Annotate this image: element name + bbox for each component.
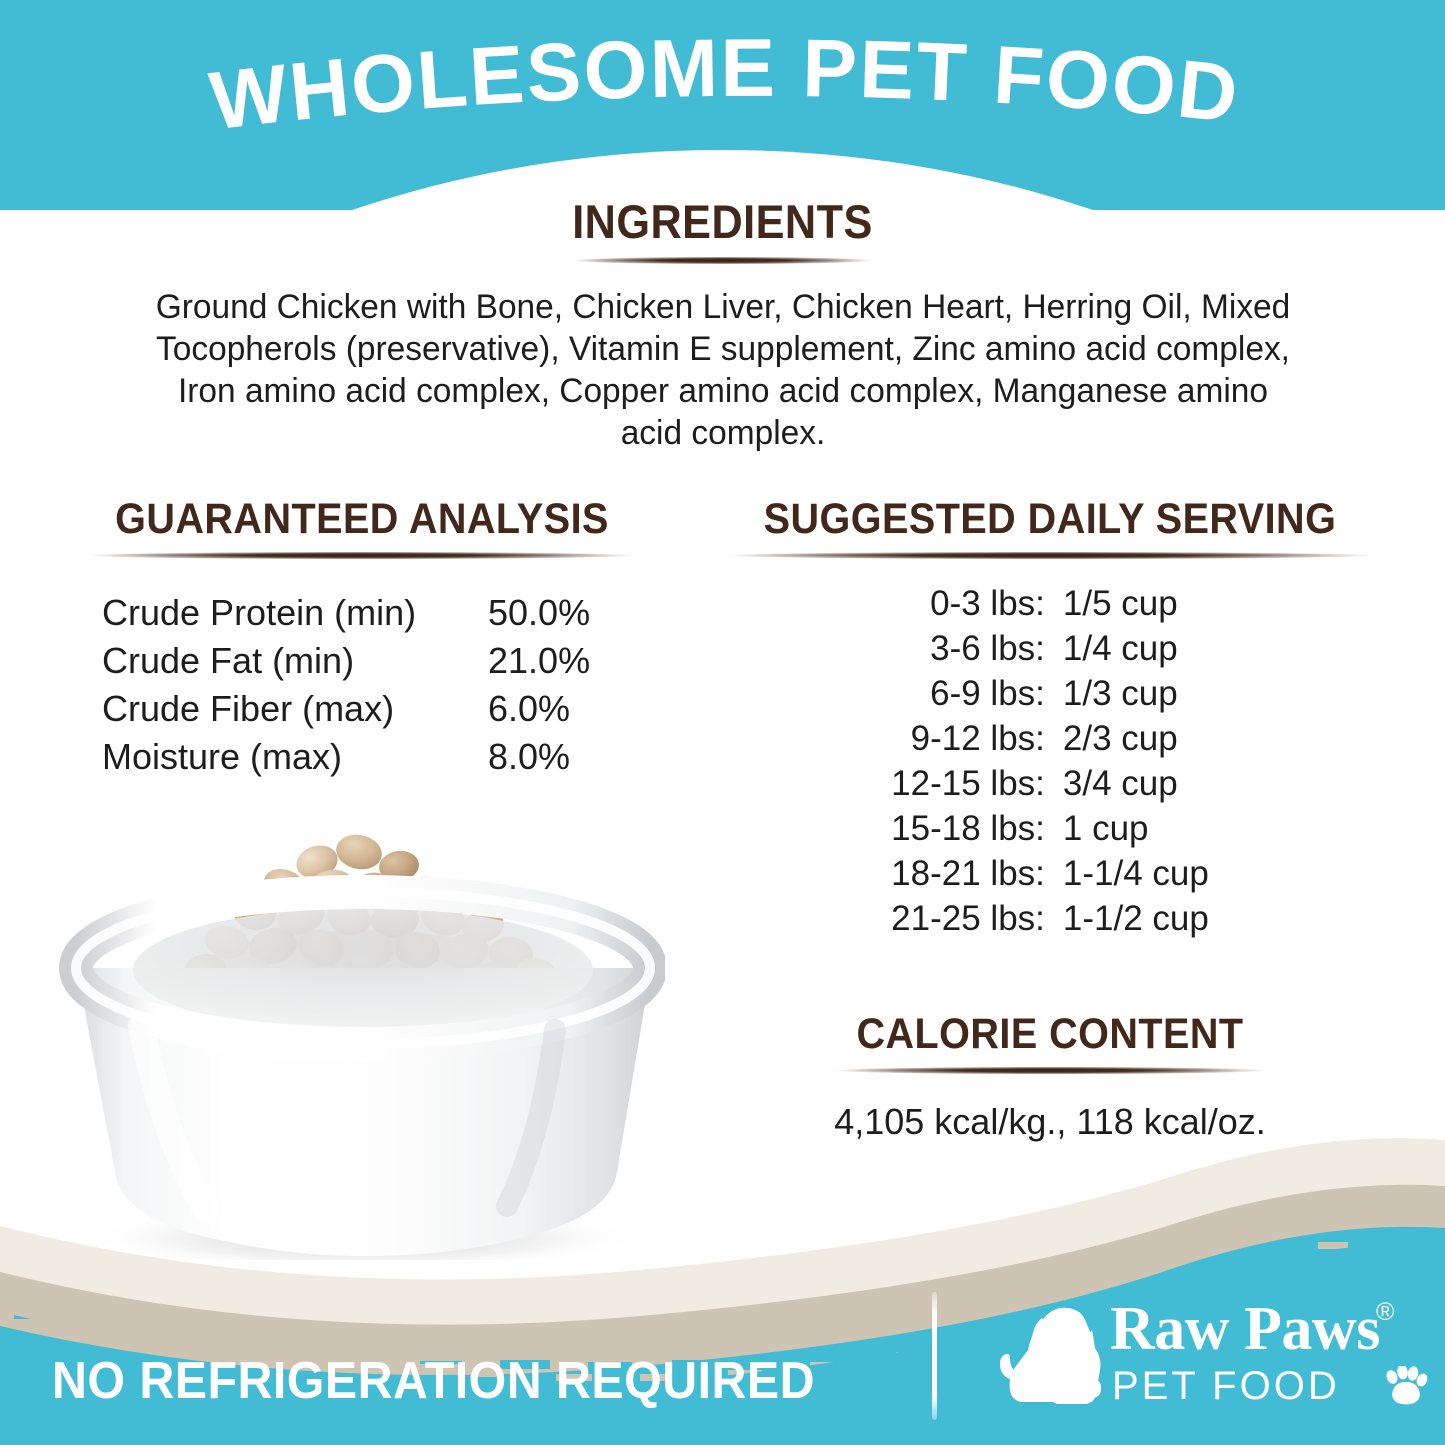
serving-weight-range: 21-25 lbs: [891,899,1045,938]
serving-amount: 1 cup [1062,809,1149,848]
guaranteed-analysis-heading: GUARANTEED ANALYSIS [115,495,609,543]
suggested-daily-serving-heading: SUGGESTED DAILY SERVING [763,495,1337,543]
table-row: Moisture (max) 8.0% [66,733,658,781]
analysis-label: Moisture (max) [102,736,343,777]
no-refrigeration-claim: NO REFRIGERATION REQUIRED [52,1352,816,1410]
brush-underline [88,552,636,559]
brush-underline [572,257,873,264]
brand-name: Raw Paws [1110,1295,1380,1363]
brush-underline [834,1067,1266,1074]
analysis-value: 8.0% [488,736,571,777]
analysis-label: Crude Fiber (max) [102,688,395,729]
serving-amount: 1/5 cup [1062,584,1178,623]
calorie-content-value: 4,105 kcal/kg., 118 kcal/oz. [834,1101,1266,1142]
table-row: Crude Protein (min) 50.0% [66,589,658,637]
brand-tagline: PET FOOD [1112,1364,1340,1408]
table-row: 9-12 lbs: 2/3 cup [891,716,1209,761]
ingredients-section: INGREDIENTS Ground Chicken with Bone, Ch… [0,196,1445,454]
brand-logo: Raw Paws ® PET FOOD [998,1295,1428,1426]
serving-weight-range: 9-12 lbs: [910,719,1045,758]
ingredients-text: Ground Chicken with Bone, Chicken Liver,… [155,288,1290,452]
serving-weight-range: 12-15 lbs: [891,764,1045,803]
serving-weight-range: 15-18 lbs: [891,809,1045,848]
serving-weight-range: 0-3 lbs: [930,584,1045,623]
serving-weight-range: 3-6 lbs: [930,629,1045,668]
serving-amount: 1/4 cup [1062,629,1178,668]
analysis-value: 6.0% [488,688,571,729]
serving-amount: 1-1/2 cup [1062,899,1209,938]
calorie-content-section: CALORIE CONTENT 4,105 kcal/kg., 118 kcal… [720,1010,1380,1144]
calorie-content-heading: CALORIE CONTENT [856,1010,1244,1058]
table-row: Crude Fiber (max) 6.0% [66,685,658,733]
table-row: Crude Fat (min) 21.0% [66,637,658,685]
suggested-daily-serving-section: SUGGESTED DAILY SERVING 0-3 lbs: 1/5 cup… [720,495,1380,941]
guaranteed-analysis-table: Crude Protein (min) 50.0% Crude Fat (min… [66,589,658,781]
table-row: 3-6 lbs: 1/4 cup [891,626,1209,671]
registered-trademark-icon: ® [1376,1298,1395,1326]
paw-print-icon [1386,1366,1428,1405]
table-row: 21-25 lbs: 1-1/2 cup [891,896,1209,941]
serving-weight-range: 6-9 lbs: [930,674,1045,713]
analysis-label: Crude Protein (min) [102,592,417,633]
table-row: 6-9 lbs: 1/3 cup [891,671,1209,716]
header-band [0,0,1445,210]
serving-table: 0-3 lbs: 1/5 cup 3-6 lbs: 1/4 cup 6-9 lb… [891,581,1209,941]
dog-and-cat-icon [1000,1307,1102,1404]
table-row: 0-3 lbs: 1/5 cup [891,581,1209,626]
serving-amount: 2/3 cup [1062,719,1178,758]
table-row: 15-18 lbs: 1 cup [891,806,1209,851]
table-row: 12-15 lbs: 3/4 cup [891,761,1209,806]
footer-divider [932,1292,937,1420]
table-row: 18-21 lbs: 1-1/4 cup [891,851,1209,896]
analysis-value: 50.0% [488,592,591,633]
serving-weight-range: 18-21 lbs: [891,854,1045,893]
analysis-value: 21.0% [488,640,591,681]
ingredients-heading: INGREDIENTS [572,195,873,248]
serving-amount: 1-1/4 cup [1062,854,1209,893]
product-photo-bowl [59,834,665,1260]
serving-amount: 3/4 cup [1062,764,1178,803]
brush-underline [726,552,1374,559]
guaranteed-analysis-section: GUARANTEED ANALYSIS Crude Protein (min) … [66,495,658,781]
analysis-label: Crude Fat (min) [102,640,355,681]
serving-amount: 1/3 cup [1062,674,1178,713]
